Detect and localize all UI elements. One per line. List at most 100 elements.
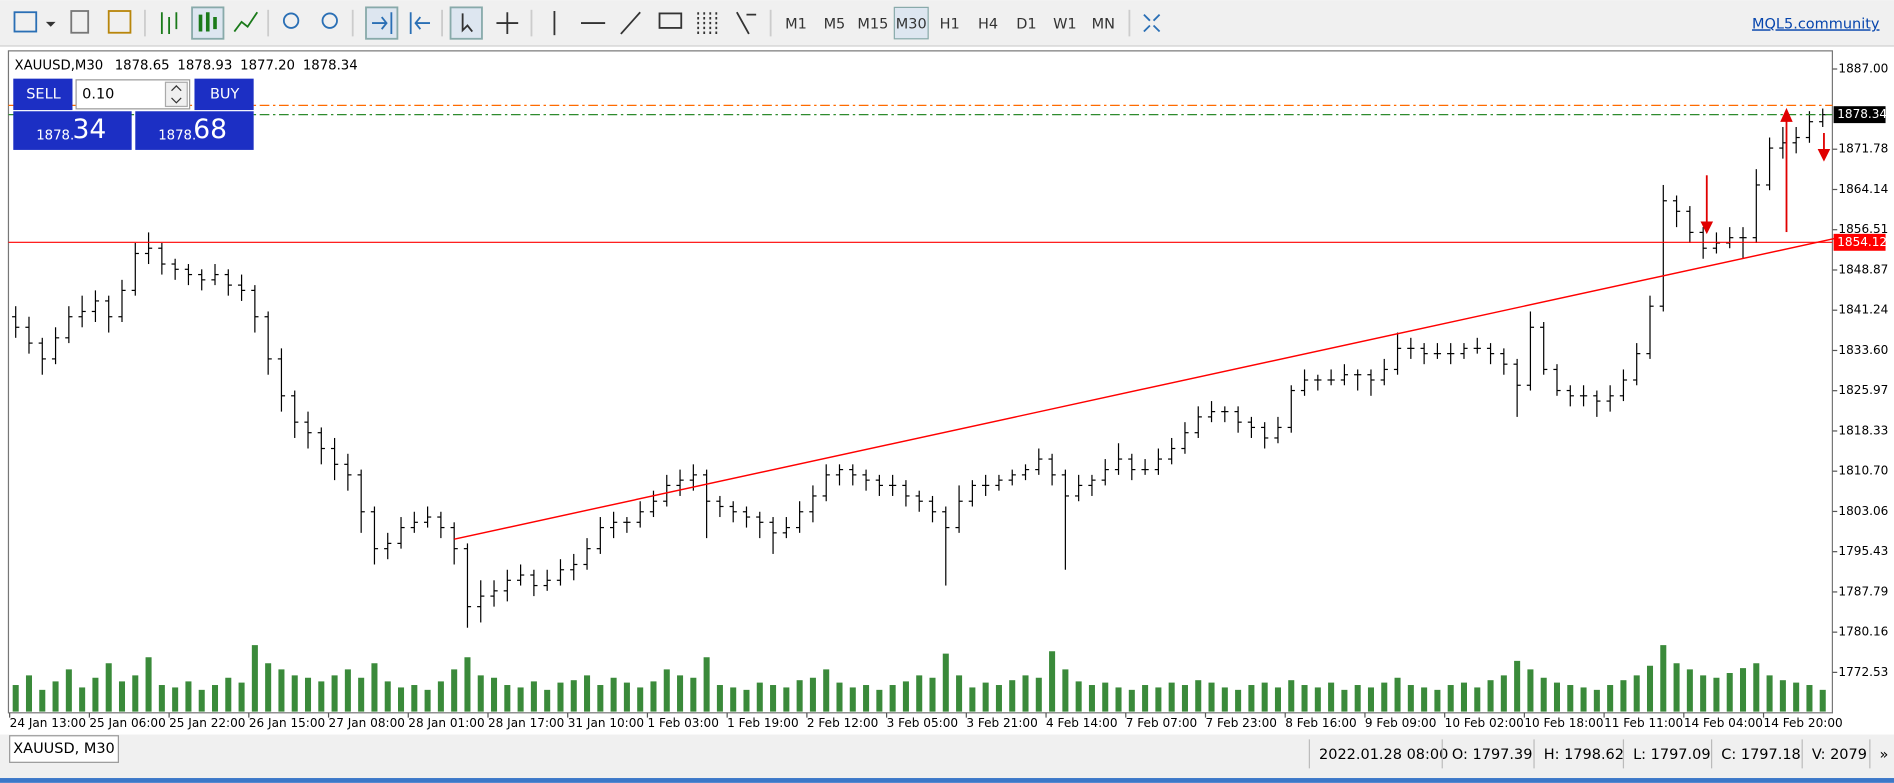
arrow-head [1780, 107, 1793, 122]
status-field: C: 1797.18 [1721, 747, 1801, 763]
fibo-icon[interactable] [697, 12, 718, 34]
timeframe-button[interactable]: M30 [896, 16, 927, 32]
status-field: V: 2079 [1812, 747, 1867, 763]
candles [198, 12, 217, 32]
ask-small[interactable]: 68 [193, 114, 227, 145]
plot-frame [7, 50, 1834, 714]
x-tick-label: 14 Feb 04:00 [1684, 716, 1763, 730]
x-tick-label: 1 Feb 19:00 [727, 716, 798, 730]
x-tick-label: 1 Feb 03:00 [647, 716, 718, 730]
x-tick-label: 10 Feb 18:00 [1524, 716, 1603, 730]
support-price-box [1833, 233, 1886, 251]
timeframe-button[interactable]: M5 [824, 16, 846, 32]
zoom-out-icon[interactable] [321, 12, 338, 29]
timeframe-button[interactable]: W1 [1053, 16, 1077, 32]
status-field: 2022.01.28 08:00 [1319, 747, 1448, 763]
buy-button[interactable] [194, 78, 254, 111]
x-tick-label: 24 Jan 13:00 [10, 716, 86, 730]
ask-box[interactable] [135, 111, 254, 150]
status-area [0, 734, 1894, 779]
y-tick-label: 1772.53 [1838, 665, 1888, 679]
profile-icon[interactable] [70, 10, 90, 34]
x-tick-label: 2 Feb 12:00 [807, 716, 878, 730]
annotation-arrows [1700, 107, 1831, 235]
y-tick-label: 1871.78 [1838, 142, 1888, 156]
toolbar [0, 0, 1894, 47]
x-tick-label: 7 Feb 07:00 [1126, 716, 1197, 730]
chart-tab-label[interactable]: XAUUSD, M30 [13, 741, 115, 757]
sell-button[interactable] [13, 78, 73, 111]
arrow [372, 12, 393, 34]
community-link[interactable]: MQL5.community [1752, 16, 1880, 32]
taskbar-strip [0, 778, 1894, 783]
trendline-icon[interactable] [620, 11, 641, 35]
y-tick-label: 1795.43 [1838, 544, 1888, 558]
y-tick-label: 1841.24 [1838, 303, 1888, 317]
shift-icon[interactable] [409, 12, 431, 34]
x-tick-label: 28 Jan 01:00 [408, 716, 484, 730]
text-icon[interactable] [658, 12, 683, 29]
bid-big[interactable]: 1878. [36, 128, 74, 143]
timeframe-button[interactable]: MN [1092, 16, 1115, 32]
y-tick-label: 1810.70 [1838, 464, 1888, 478]
plot-area [8, 104, 1837, 712]
y-tick-label: 1864.14 [1838, 182, 1888, 196]
toolbar-icons [13, 6, 1161, 40]
y-tick-label: 1787.79 [1838, 584, 1888, 598]
status-field: L: 1797.09 [1633, 747, 1710, 763]
gann-icon[interactable] [736, 11, 757, 35]
support-price-label: 1854.12 [1837, 235, 1887, 249]
status-field: H: 1798.62 [1544, 747, 1624, 763]
volume-spinner[interactable] [164, 81, 188, 108]
new-chart-icon[interactable] [13, 11, 38, 33]
bar-chart-icon[interactable] [160, 12, 178, 34]
bid-box[interactable] [13, 111, 132, 150]
buy-label[interactable]: BUY [210, 86, 240, 102]
x-tick-label: 3 Feb 05:00 [887, 716, 958, 730]
y-tick-label: 1887.00 [1838, 62, 1888, 76]
y-tick-label: 1848.87 [1838, 262, 1888, 276]
status-field: O: 1797.39 [1452, 747, 1533, 763]
x-tick-label: 28 Jan 17:00 [488, 716, 564, 730]
cursor-icon[interactable] [449, 6, 483, 40]
timeframe-button[interactable]: M1 [785, 16, 807, 32]
y-tick-label: 1825.97 [1838, 383, 1888, 397]
line-chart-icon[interactable] [233, 11, 259, 33]
sell-label[interactable]: SELL [26, 86, 61, 102]
zoom-in-icon[interactable] [282, 12, 300, 29]
status-field: » [1880, 747, 1889, 763]
x-tick-label: 27 Jan 08:00 [329, 716, 405, 730]
crosshair-icon[interactable] [496, 12, 519, 34]
volume-value[interactable]: 0.10 [82, 86, 114, 102]
active-timeframe[interactable] [893, 6, 929, 40]
ask-big[interactable]: 1878. [158, 128, 196, 143]
x-tick-label: 26 Jan 15:00 [249, 716, 325, 730]
timeframe-button[interactable]: M15 [857, 16, 888, 32]
pointer [461, 13, 473, 33]
chart-tab[interactable] [9, 735, 119, 763]
y-tick-label: 1780.16 [1838, 625, 1888, 639]
bid-price-label: 1878.34 [1837, 107, 1887, 121]
x-tick-label: 4 Feb 14:00 [1046, 716, 1117, 730]
x-tick-label: 3 Feb 21:00 [966, 716, 1037, 730]
x-tick-label: 7 Feb 23:00 [1205, 716, 1276, 730]
status-bar: 2022.01.28 08:00 O: 1797.39 H: 1798.62 L: 1… [1308, 739, 1889, 769]
symbol: XAUUSD,M30 [14, 58, 103, 73]
bid-small[interactable]: 34 [72, 114, 106, 145]
trendline [454, 237, 1837, 540]
timeframe-button[interactable]: H1 [940, 16, 960, 32]
x-tick-label: 25 Jan 06:00 [89, 716, 165, 730]
chart-header-text: XAUUSD,M30 1878.65 1878.93 1877.20 1878.… [14, 58, 357, 73]
fullscreen-icon[interactable] [1143, 13, 1161, 33]
x-tick-label: 10 Feb 02:00 [1445, 716, 1524, 730]
timeframe-button[interactable]: D1 [1016, 16, 1036, 32]
timeframe-button[interactable]: H4 [978, 16, 998, 32]
market-icon[interactable] [107, 10, 132, 34]
one-click-trading-panel: SELL 0.10 BUY 1878. 34 1878. 68 [13, 78, 254, 150]
y-tick-label: 1856.51 [1838, 222, 1888, 236]
x-tick-label: 14 Feb 20:00 [1764, 716, 1843, 730]
y-tick-label: 1833.60 [1838, 343, 1888, 357]
arrow-head [1700, 221, 1714, 235]
dropdown-icon[interactable] [45, 21, 56, 27]
